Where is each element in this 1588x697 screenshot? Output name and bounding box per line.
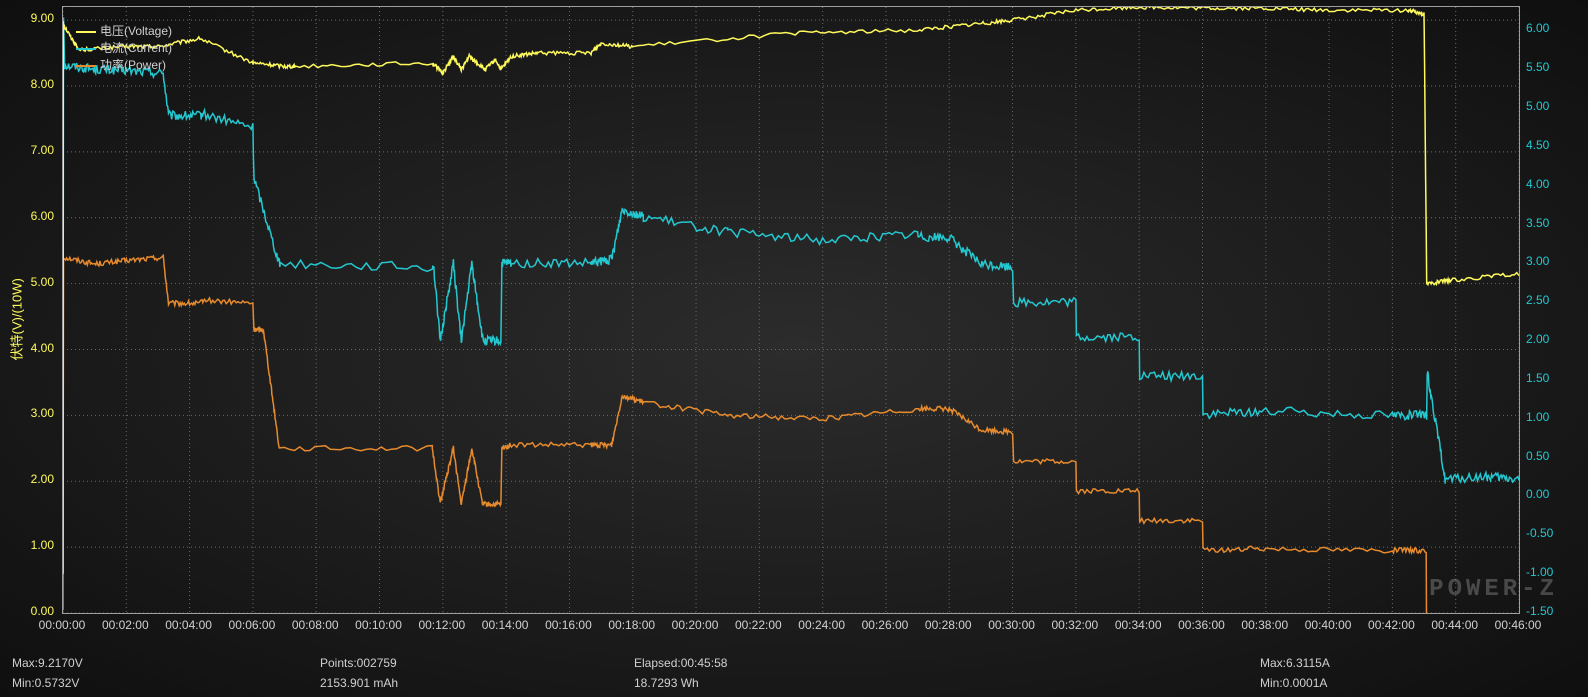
x-tick: 00:40:00: [1298, 618, 1358, 632]
x-tick: 00:38:00: [1235, 618, 1295, 632]
x-tick: 00:04:00: [159, 618, 219, 632]
status-min-current: Min:0.0001A: [1260, 676, 1327, 690]
y-right-tick: 3.00: [1526, 254, 1549, 268]
x-tick: 00:10:00: [349, 618, 409, 632]
y-right-tick: 0.50: [1526, 449, 1549, 463]
y-right-tick: -0.50: [1526, 526, 1553, 540]
y-right-tick: -1.50: [1526, 604, 1553, 618]
x-tick: 00:06:00: [222, 618, 282, 632]
status-min-voltage: Min:0.5732V: [12, 676, 79, 690]
x-tick: 00:08:00: [285, 618, 345, 632]
status-wh: 18.7293 Wh: [634, 676, 699, 690]
y-right-tick: 4.00: [1526, 177, 1549, 191]
status-mah: 2153.901 mAh: [320, 676, 398, 690]
x-tick: 00:44:00: [1425, 618, 1485, 632]
y-right-tick: 5.00: [1526, 99, 1549, 113]
legend-item: 电流(Current): [76, 39, 172, 56]
watermark: POWER-Z: [1429, 576, 1558, 603]
y-left-tick: 0.00: [0, 604, 54, 618]
y-right-tick: 4.50: [1526, 138, 1549, 152]
y-right-tick: 2.50: [1526, 293, 1549, 307]
y-left-tick: 2.00: [0, 472, 54, 486]
x-tick: 00:32:00: [1045, 618, 1105, 632]
status-points: Points:002759: [320, 656, 397, 670]
series-voltage: [63, 7, 1519, 613]
status-elapsed: Elapsed:00:45:58: [634, 656, 727, 670]
y-right-tick: 0.00: [1526, 487, 1549, 501]
y-left-tick: 3.00: [0, 406, 54, 420]
legend-item: 功率(Power): [76, 56, 166, 73]
status-bar: Max:9.2170V Points:002759 Elapsed:00:45:…: [0, 0, 1588, 4]
x-tick: 00:16:00: [538, 618, 598, 632]
y-right-tick: 5.50: [1526, 60, 1549, 74]
x-tick: 00:28:00: [918, 618, 978, 632]
status-max-current: Max:6.3115A: [1260, 656, 1330, 670]
x-tick: 00:22:00: [728, 618, 788, 632]
y-right-tick: 6.00: [1526, 21, 1549, 35]
x-tick: 00:02:00: [95, 618, 155, 632]
x-tick: 00:20:00: [665, 618, 725, 632]
status-max-voltage: Max:9.2170V: [12, 656, 83, 670]
y-left-tick: 1.00: [0, 538, 54, 552]
y-right-tick: 1.00: [1526, 410, 1549, 424]
y-left-title: 伏特(V)/(10W): [7, 261, 26, 361]
y-right-tick: 3.50: [1526, 216, 1549, 230]
x-tick: 00:12:00: [412, 618, 472, 632]
legend-item: 电压(Voltage): [76, 22, 172, 39]
plot-area: [62, 6, 1520, 614]
y-left-tick: 9.00: [0, 11, 54, 25]
y-right-tick: 1.50: [1526, 371, 1549, 385]
y-left-tick: 6.00: [0, 209, 54, 223]
x-tick: 00:42:00: [1361, 618, 1421, 632]
y-left-tick: 7.00: [0, 143, 54, 157]
x-tick: 00:26:00: [855, 618, 915, 632]
y-left-tick: 8.00: [0, 77, 54, 91]
x-tick: 00:34:00: [1108, 618, 1168, 632]
x-tick: 00:30:00: [982, 618, 1042, 632]
y-right-tick: 2.00: [1526, 332, 1549, 346]
x-tick: 00:18:00: [602, 618, 662, 632]
x-tick: 00:36:00: [1171, 618, 1231, 632]
x-tick: 00:46:00: [1488, 618, 1548, 632]
x-tick: 00:24:00: [792, 618, 852, 632]
x-tick: 00:14:00: [475, 618, 535, 632]
x-tick: 00:00:00: [32, 618, 92, 632]
